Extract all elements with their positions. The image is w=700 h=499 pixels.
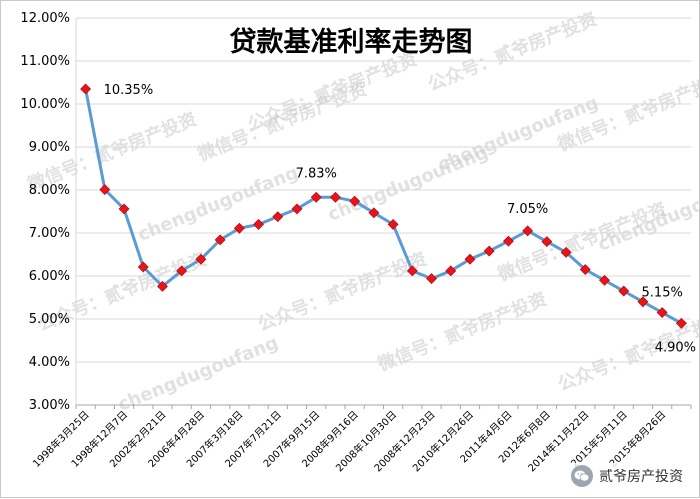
data-point — [214, 234, 226, 246]
data-point — [233, 222, 245, 234]
y-tick-label: 3.00% — [29, 398, 70, 413]
data-point — [310, 191, 322, 203]
data-point — [560, 246, 572, 258]
data-point — [253, 218, 265, 230]
account-name: 贰爷房产投资 — [599, 469, 683, 485]
data-point — [656, 307, 668, 318]
data-point — [406, 265, 418, 277]
data-point — [291, 203, 303, 215]
chart-title: 贷款基准利率走势图 — [230, 26, 473, 58]
watermark-text: chengdugoufang — [595, 172, 700, 255]
data-label: 7.05% — [507, 202, 548, 217]
data-point — [387, 218, 399, 230]
data-point — [99, 184, 111, 195]
data-label: 7.83% — [296, 166, 337, 181]
data-point — [137, 261, 149, 273]
data-point-markers — [80, 83, 687, 329]
watermark-text: chengdugoufang — [115, 332, 281, 415]
watermark-text: 微信号：贰爷房产投资 — [374, 288, 550, 376]
data-point — [522, 225, 534, 237]
data-label: 4.90% — [655, 340, 696, 355]
wechat-icon — [571, 465, 593, 487]
data-point — [157, 280, 168, 292]
data-point — [579, 264, 591, 275]
data-point — [675, 317, 687, 329]
data-point — [368, 207, 380, 219]
data-point — [502, 235, 514, 247]
data-point — [541, 236, 553, 248]
account-badge: 贰爷房产投资 — [565, 463, 689, 489]
watermark-text: 微信号：贰爷房产投资 — [194, 78, 370, 166]
watermark-text: 公众号：贰爷房产投资 — [255, 248, 430, 336]
data-labels: 10.35% 7.83% 7.05% 5.15% 4.90% — [104, 83, 696, 355]
y-tick-label: 12.00% — [20, 11, 70, 26]
data-point — [618, 285, 630, 297]
y-tick-label: 7.00% — [29, 226, 70, 241]
data-point — [118, 203, 130, 215]
data-point — [195, 253, 207, 265]
data-point — [599, 274, 610, 286]
y-tick-label: 6.00% — [29, 269, 70, 284]
data-point — [637, 296, 649, 308]
data-point — [272, 211, 284, 223]
data-label: 5.15% — [642, 286, 683, 301]
y-axis-tick-labels: 3.00% 4.00% 5.00% 6.00% 7.00% 8.00% 9.00% 10.00… — [20, 11, 70, 413]
data-point — [426, 273, 437, 285]
data-point — [330, 191, 341, 203]
y-tick-label: 4.00% — [29, 355, 70, 370]
data-point — [176, 265, 188, 277]
y-tick-label: 10.00% — [20, 97, 70, 112]
y-tick-label: 8.00% — [29, 183, 70, 198]
data-label: 10.35% — [104, 83, 154, 98]
y-tick-label: 11.00% — [20, 54, 70, 69]
data-point — [80, 83, 92, 95]
y-tick-label: 9.00% — [29, 140, 70, 155]
y-tick-label: 5.00% — [29, 312, 70, 327]
data-point — [349, 195, 361, 207]
data-point — [483, 245, 495, 257]
data-point — [464, 253, 476, 265]
data-point — [445, 265, 457, 277]
x-axis — [75, 18, 692, 409]
